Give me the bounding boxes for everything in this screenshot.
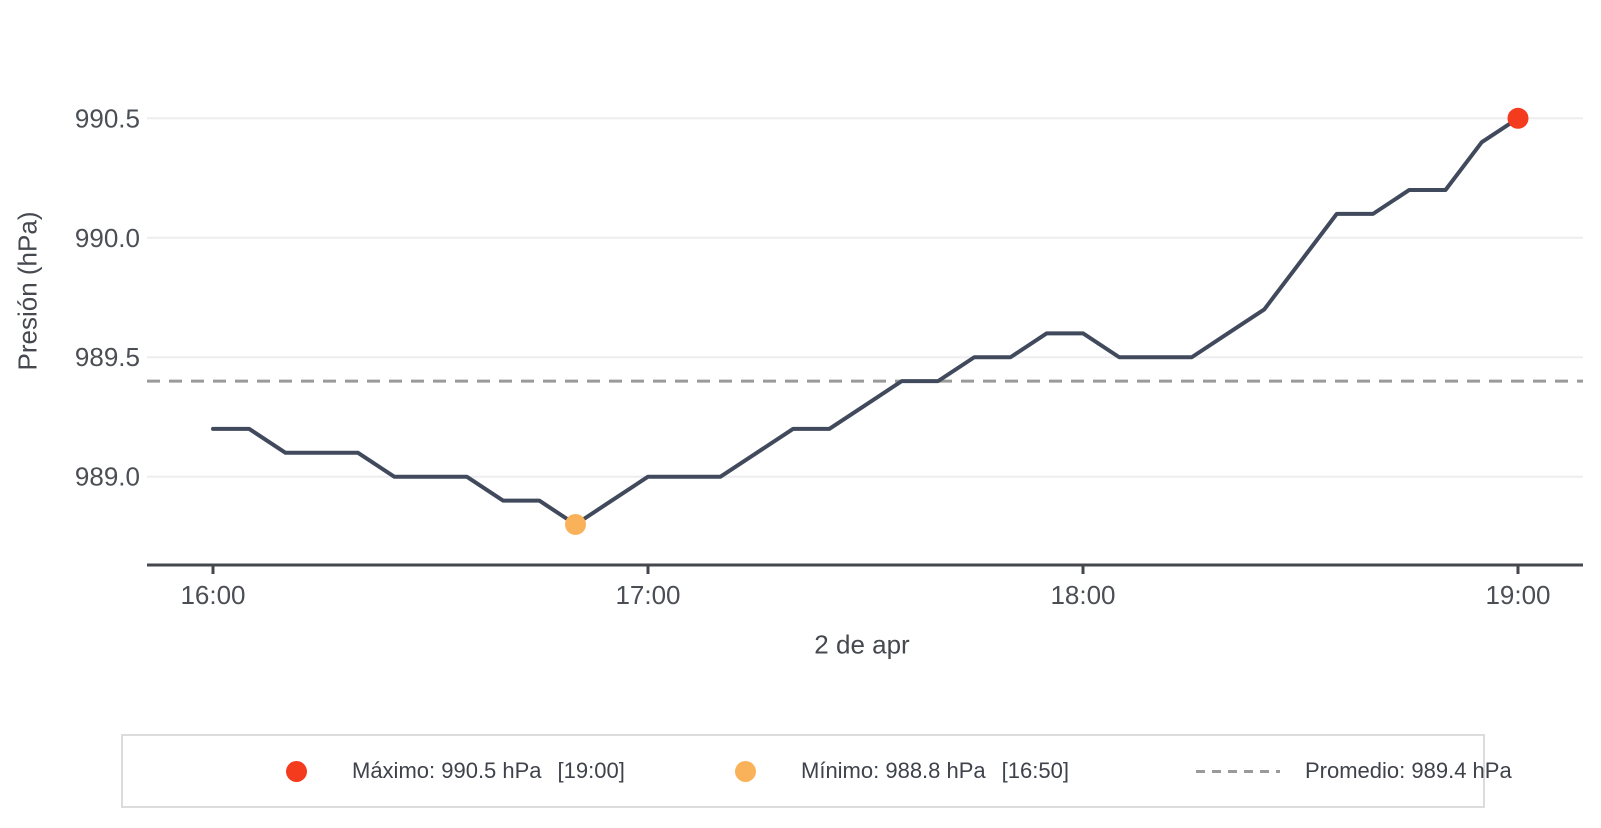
legend-item-average: Promedio: 989.4 hPa bbox=[1196, 736, 1512, 806]
y-tick-label: 990.5 bbox=[75, 103, 140, 133]
legend-min-time: [16:50] bbox=[1001, 758, 1069, 783]
x-tick-label: 17:00 bbox=[615, 580, 680, 610]
max-marker-dot-icon bbox=[286, 760, 307, 782]
legend-max-time: [19:00] bbox=[557, 758, 625, 783]
legend-average-label: Promedio: 989.4 hPa bbox=[1305, 758, 1512, 783]
max-point-marker bbox=[1507, 107, 1529, 129]
average-dash-icon bbox=[1196, 769, 1280, 773]
legend-max-label: Máximo: 990.5 hPa bbox=[352, 758, 542, 783]
x-tick-label: 16:00 bbox=[180, 580, 245, 610]
legend-item-min: Mínimo: 988.8 hPa [16:50] bbox=[735, 736, 1069, 806]
legend-item-max: Máximo: 990.5 hPa [19:00] bbox=[286, 736, 625, 806]
legend: Máximo: 990.5 hPa [19:00] Mínimo: 988.8 … bbox=[121, 734, 1512, 808]
x-tick-label: 18:00 bbox=[1050, 580, 1115, 610]
plot-area: 16:00 17:00 18:00 19:00 989.0 989.5 990.0 990.5 bbox=[75, 103, 1583, 610]
legend-min-label: Mínimo: 988.8 hPa bbox=[801, 758, 986, 783]
x-tick-label: 19:00 bbox=[1485, 580, 1550, 610]
y-tick-label: 989.5 bbox=[75, 342, 140, 372]
min-marker-dot-icon bbox=[735, 760, 756, 782]
x-axis-title: 2 de apr bbox=[814, 629, 910, 660]
min-point-marker bbox=[565, 513, 586, 535]
y-tick-label: 990.0 bbox=[75, 223, 140, 253]
series-line bbox=[211, 116, 1520, 527]
y-tick-label: 989.0 bbox=[75, 462, 140, 492]
y-axis-title: Presión (hPa) bbox=[12, 211, 43, 371]
